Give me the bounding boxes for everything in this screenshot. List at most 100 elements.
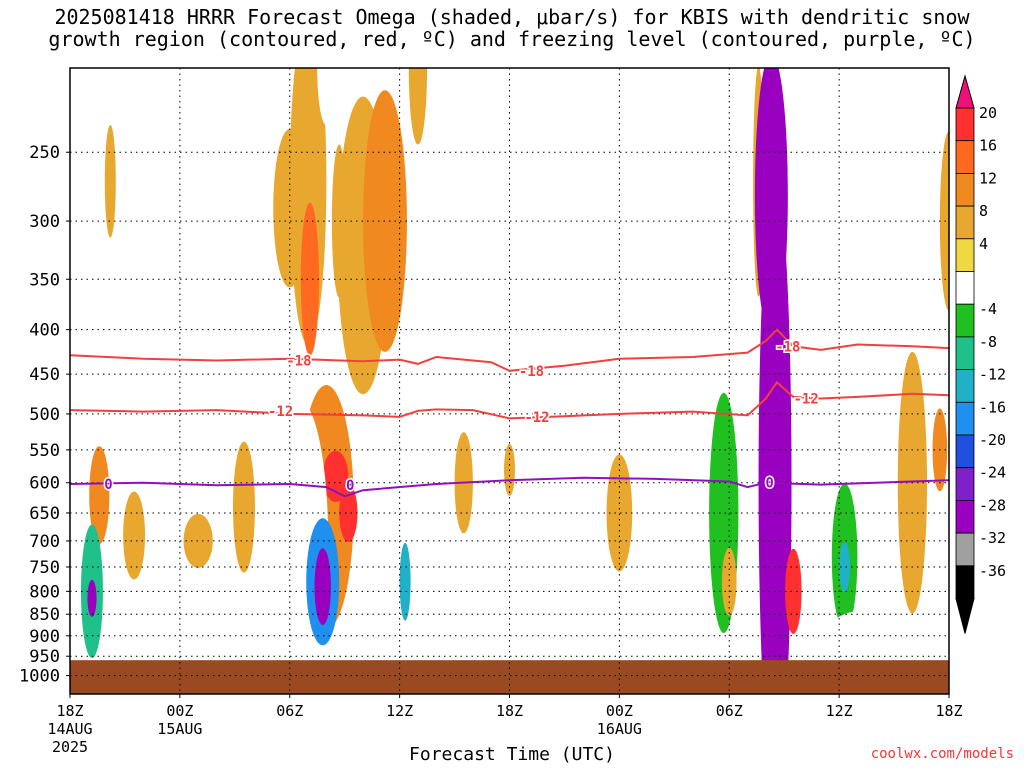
y-tick-label: 400 xyxy=(29,321,60,341)
colorbar-label: -16 xyxy=(979,398,1006,416)
colorbar-label: 12 xyxy=(979,169,997,187)
contour-label: 0 xyxy=(346,478,354,494)
colorbar-segment xyxy=(955,205,975,240)
omega-blob xyxy=(89,446,110,545)
colorbar-label: -4 xyxy=(979,300,997,318)
omega-blob xyxy=(513,596,550,650)
colorbar-label: -36 xyxy=(979,562,1006,580)
omega-blob xyxy=(829,608,940,647)
y-axis: 2503003504004505005506006507007508008509… xyxy=(19,143,70,687)
omega-blob xyxy=(101,291,124,350)
contour-label: -12 xyxy=(524,410,549,426)
colorbar-bottom-arrow xyxy=(955,598,975,634)
colorbar-label: -20 xyxy=(979,431,1006,449)
omega-blob xyxy=(317,68,336,126)
omega-blob xyxy=(606,454,633,572)
omega-blob xyxy=(939,131,949,311)
y-tick-label: 550 xyxy=(29,441,60,461)
credit-link[interactable]: coolwx.com/models xyxy=(870,746,1014,762)
colorbar-segment xyxy=(955,271,975,305)
x-tick-label: 18Z xyxy=(935,702,962,720)
colorbar-segment xyxy=(955,172,975,207)
y-tick-label: 700 xyxy=(29,532,60,552)
colorbar-segment xyxy=(955,238,975,272)
omega-blob xyxy=(115,596,153,641)
contour-line xyxy=(70,328,949,372)
contour-label: -18 xyxy=(286,353,311,369)
x-tick-label: 00Z xyxy=(166,702,193,720)
y-tick-label: 350 xyxy=(29,270,60,290)
colorbar-label: -24 xyxy=(979,464,1006,482)
omega-blob xyxy=(785,548,802,634)
omega-blob xyxy=(641,579,671,667)
y-tick-label: 450 xyxy=(29,365,60,385)
omega-blob xyxy=(300,202,320,356)
omega-blob xyxy=(87,579,97,617)
x-tick-label: 18Z xyxy=(56,702,83,720)
colorbar-label: 4 xyxy=(979,235,988,253)
colorbar-label: -8 xyxy=(979,333,997,351)
omega-blob xyxy=(645,211,667,304)
colorbar-segment xyxy=(955,303,975,338)
ground-surface xyxy=(70,660,949,694)
x-tick-year: 2025 xyxy=(52,738,88,756)
colorbar-segment xyxy=(955,336,975,370)
colorbar-top-arrow xyxy=(955,74,975,109)
colorbar-segment xyxy=(955,369,975,403)
x-tick-label: 18Z xyxy=(496,702,523,720)
colorbar-label: 16 xyxy=(979,137,997,155)
colorbar-label: -32 xyxy=(979,529,1006,547)
omega-blob xyxy=(859,280,878,341)
contour-label: -18 xyxy=(775,339,800,355)
y-tick-label: 500 xyxy=(29,405,60,425)
omega-blob xyxy=(123,491,146,580)
colorbar-label: 8 xyxy=(979,202,988,220)
omega-blob xyxy=(183,513,213,568)
y-tick-label: 850 xyxy=(29,605,60,625)
x-tick-date: 15AUG xyxy=(157,720,202,738)
contour-labels: -18 -18 -18 -12 -12 -12 0 0 0 xyxy=(103,338,821,496)
x-tick-date: 14AUG xyxy=(47,720,92,738)
omega-blob xyxy=(314,548,331,625)
colorbar-label: -12 xyxy=(979,366,1006,384)
omega-blob xyxy=(339,483,358,543)
chart-title: 2025081418 HRRR Forecast Omega (shaded, … xyxy=(0,6,1024,50)
grid xyxy=(70,68,949,694)
y-tick-label: 300 xyxy=(29,212,60,232)
omega-blob xyxy=(104,124,116,238)
x-tick-label: 06Z xyxy=(276,702,303,720)
title-line-1: 2025081418 HRRR Forecast Omega (shaded, … xyxy=(54,5,970,29)
colorbar-segment xyxy=(955,140,975,174)
ground-layer xyxy=(70,660,949,694)
x-tick-date: 16AUG xyxy=(597,720,642,738)
colorbar-segment xyxy=(955,565,975,599)
omega-blob xyxy=(399,542,411,621)
colorbar-segment xyxy=(955,499,975,534)
y-tick-label: 250 xyxy=(29,143,60,163)
omega-blob xyxy=(408,68,428,145)
omega-blob xyxy=(839,541,851,593)
omega-blob xyxy=(721,547,737,616)
omega-blob xyxy=(232,441,255,573)
contour-label: -12 xyxy=(794,391,819,407)
omega-blob xyxy=(152,621,244,651)
omega-blob xyxy=(754,68,788,337)
x-tick-label: 06Z xyxy=(716,702,743,720)
x-tick-label: 12Z xyxy=(826,702,853,720)
omega-blob xyxy=(787,68,810,304)
title-line-2: growth region (contoured, red, ºC) and f… xyxy=(48,27,976,51)
x-axis-label: Forecast Time (UTC) xyxy=(409,744,615,765)
y-tick-label: 600 xyxy=(29,474,60,494)
omega-blob xyxy=(558,321,578,393)
contour-label: 0 xyxy=(765,476,773,492)
contour-label: -18 xyxy=(519,364,544,380)
y-tick-label: 650 xyxy=(29,504,60,524)
contour-line xyxy=(70,476,949,498)
colorbar-segment xyxy=(955,467,975,501)
x-tick-label: 00Z xyxy=(606,702,633,720)
y-tick-label: 1000 xyxy=(19,667,60,687)
colorbar-label: -28 xyxy=(979,496,1006,514)
colorbar-segment xyxy=(955,434,975,469)
